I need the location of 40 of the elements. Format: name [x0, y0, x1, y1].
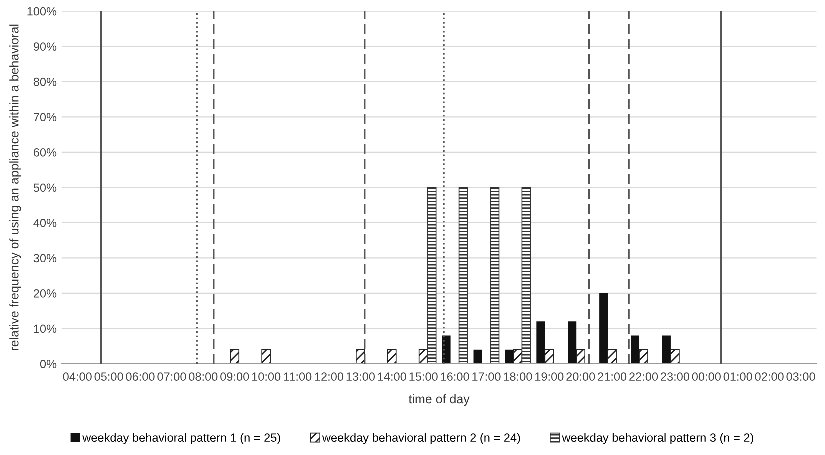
- legend-label: weekday behavioral pattern 1 (n = 25): [82, 433, 280, 444]
- x-tick-label: 20:00: [566, 372, 596, 382]
- x-tick-label: 06:00: [126, 372, 155, 382]
- y-tick-label: 40%: [34, 218, 57, 228]
- x-tick-label: 16:00: [441, 372, 470, 382]
- x-tick-label: 00:00: [692, 372, 721, 382]
- x-tick-label: 18:00: [504, 372, 532, 382]
- x-tick-label: 02:00: [755, 372, 784, 382]
- x-tick-label: 07:00: [158, 372, 186, 382]
- x-tick-label: 09:00: [220, 372, 250, 382]
- y-axis-title: relative frequency of using an appliance within a behavioral: [10, 24, 22, 350]
- legend-label: weekday behavioral pattern 3 (n = 2): [562, 433, 754, 444]
- x-tick-label: 11:00: [284, 372, 312, 382]
- x-tick-label: 04:00: [63, 372, 92, 382]
- y-tick-label: 60%: [34, 148, 57, 157]
- x-tick-label: 10:00: [252, 372, 281, 382]
- x-tick-label: 12:00: [315, 372, 344, 382]
- legend-label: weekday behavioral pattern 2 (n = 24): [322, 433, 520, 444]
- x-tick-label: 01:00: [724, 372, 752, 382]
- y-tick-label: 20%: [34, 290, 57, 298]
- x-tick-label: 22:00: [630, 372, 658, 382]
- x-tick-label: 17:00: [472, 372, 501, 382]
- x-tick-label: 21:00: [598, 372, 627, 382]
- x-tick-label: 19:00: [536, 372, 564, 382]
- x-tick-label: 03:00: [786, 372, 816, 382]
- y-tick-label: 80%: [34, 78, 57, 86]
- y-tick-label: 100%: [28, 7, 57, 16]
- x-tick-label: 23:00: [661, 372, 690, 382]
- y-tick-label: 70%: [34, 113, 57, 122]
- y-tick-label: 10%: [34, 324, 57, 334]
- y-tick-label: 50%: [34, 184, 57, 192]
- y-tick-label: 30%: [34, 254, 57, 263]
- x-tick-label: 14:00: [378, 372, 406, 382]
- x-tick-label: 05:00: [94, 372, 124, 382]
- x-tick-label: 13:00: [346, 372, 375, 382]
- y-tick-label: 0%: [40, 360, 57, 368]
- x-axis-title: time of day: [408, 394, 470, 406]
- y-tick-label: 90%: [34, 42, 57, 52]
- x-tick-label: 08:00: [189, 372, 218, 382]
- x-tick-label: 15:00: [410, 372, 438, 382]
